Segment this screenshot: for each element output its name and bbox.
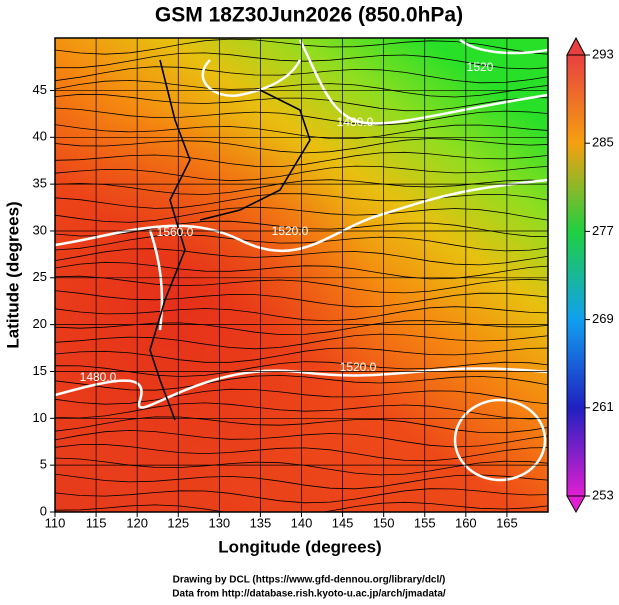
x-tick-label: 125	[167, 515, 189, 530]
contour-label: 1520.0	[340, 360, 377, 374]
x-tick-label: 160	[455, 515, 477, 530]
contour-label: 1480.0	[337, 115, 374, 129]
x-tick-label: 115	[86, 515, 107, 530]
streamline	[55, 333, 548, 350]
y-tick-label: 40	[33, 129, 47, 144]
streamline	[55, 501, 548, 512]
streamline	[55, 290, 548, 308]
y-tick-label: 0	[40, 503, 47, 518]
contour-label: 1520.0	[272, 224, 309, 238]
credit: Drawing by DCL (https://www.gfd-dennou.o…	[173, 575, 446, 586]
streamline	[55, 206, 548, 223]
streamline	[55, 306, 548, 322]
colorbar-tick-label: 277	[592, 223, 614, 238]
field	[55, 38, 548, 512]
x-tick-label: 155	[414, 515, 436, 530]
x-axis-label: Longitude (degrees)	[218, 537, 381, 556]
y-tick-label: 35	[33, 176, 47, 191]
streamline	[55, 193, 548, 209]
streamline	[55, 52, 548, 70]
x-tick-label: 130	[208, 515, 230, 530]
streamline	[55, 165, 548, 182]
x-tick-label: 165	[496, 515, 518, 530]
x-tick-label: 150	[373, 515, 395, 530]
x-tick-label: 140	[291, 515, 313, 530]
streamline	[55, 488, 548, 504]
contour-label: 1480.0	[80, 370, 117, 384]
y-tick-label: 30	[33, 222, 47, 237]
streamline	[55, 457, 548, 476]
x-tick-label: 120	[126, 515, 148, 530]
y-tick-label: 10	[33, 410, 47, 425]
streamline	[55, 248, 548, 266]
y-axis-label: Latitude (degrees)	[3, 201, 22, 348]
streamline	[55, 320, 548, 336]
streamline	[55, 361, 548, 377]
colorbar-tick-label: 261	[592, 399, 614, 414]
streamline	[55, 151, 548, 168]
y-tick-label: 25	[33, 269, 47, 284]
credit: Data from http://database.rish.kyoto-u.a…	[172, 589, 446, 600]
colorbar	[566, 36, 590, 514]
x-tick-label: 145	[332, 515, 354, 530]
contour-label: 1560.0	[157, 225, 194, 239]
colorbar-tick-label: 285	[592, 135, 614, 150]
streamline	[55, 179, 548, 195]
streamline	[55, 261, 548, 280]
x-tick-label: 110	[45, 515, 66, 530]
streamline	[55, 416, 548, 434]
contour-label: 1520	[467, 60, 494, 74]
streamline	[55, 138, 548, 154]
streamline	[55, 275, 548, 294]
title: GSM 18Z30Jun2026 (850.0hPa)	[155, 4, 463, 27]
y-tick-label: 5	[40, 457, 47, 472]
streamline	[55, 234, 548, 252]
colorbar-tick-label: 269	[592, 311, 614, 326]
streamline	[55, 220, 548, 238]
streamline	[55, 347, 548, 363]
streamline	[55, 374, 548, 391]
y-tick-label: 20	[33, 316, 47, 331]
y-tick-label: 15	[33, 363, 47, 378]
streamline	[55, 107, 548, 126]
colorbar-tick-label: 253	[592, 487, 614, 502]
streamline	[55, 79, 548, 98]
streamline	[55, 124, 548, 140]
plot-frame	[54, 37, 549, 513]
y-tick-label: 45	[33, 82, 47, 97]
streamline	[55, 473, 548, 490]
x-tick-label: 135	[250, 515, 272, 530]
streamline	[55, 444, 548, 462]
streamline	[55, 93, 548, 112]
streamline	[55, 388, 548, 405]
streamline	[55, 38, 548, 55]
streamline	[55, 66, 548, 84]
colorbar-tick-label: 293	[592, 46, 614, 61]
streamline	[55, 429, 548, 448]
